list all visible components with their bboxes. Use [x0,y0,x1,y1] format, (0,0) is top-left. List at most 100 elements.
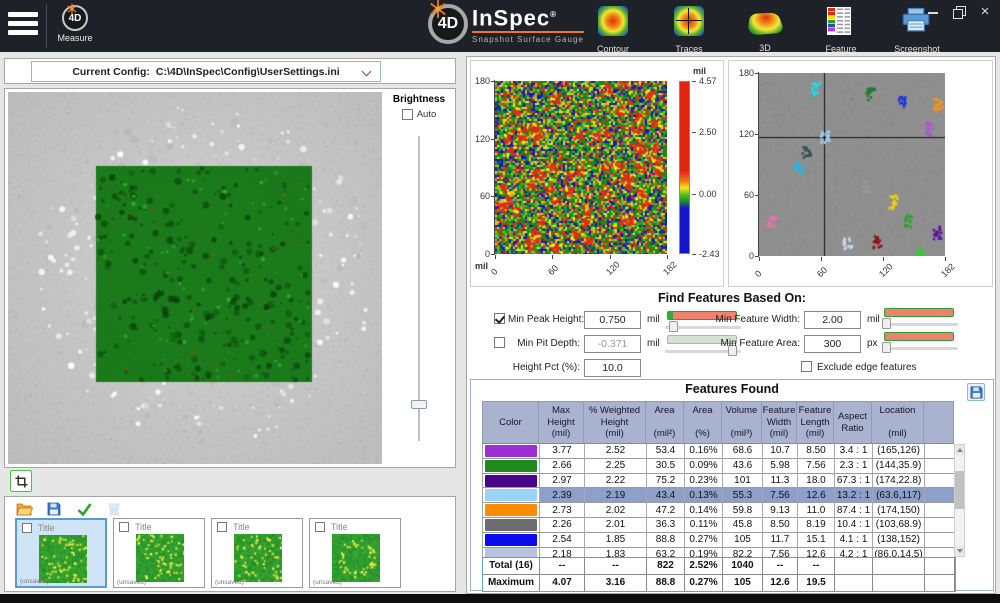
min-feature-area-slider[interactable] [882,347,958,350]
scrollbar-thumb[interactable] [955,471,964,509]
measurement-card-3[interactable]: Title(unsaved) [211,518,303,588]
table-cell: 2.54 [540,533,585,548]
table-row-8[interactable]: 2.181.8363.20.19%82.27.5612.64.2 : 1(86.… [483,548,956,557]
auto-brightness-checkbox[interactable] [402,109,413,120]
min-feature-width-slider-thumb[interactable] [882,318,891,329]
brightness-slider[interactable] [418,136,420,441]
table-cell: 2.26 [540,518,585,533]
brightness-title: Brightness [387,94,451,105]
table-row-2[interactable]: 2.662.2530.50.09%43.65.987.562.3 : 1(144… [483,459,956,474]
min-pit-depth-slider[interactable] [665,350,741,353]
table-cell: 2.52 [585,444,647,459]
x-tick-mark [821,257,822,261]
maximum-row: Maximum4.073.1688.80.27%10512.619.5 [483,575,955,592]
table-cell-empty [925,533,955,548]
table-row-5[interactable]: 2.732.0247.20.14%59.89.1311.087.4 : 1(17… [483,503,956,518]
table-cell: 2.39 [540,488,585,503]
open-folder-icon [16,502,33,516]
height-pct-label: Height Pct (%): [508,362,580,373]
feature-color-cell [483,444,540,459]
min-feature-width-slider[interactable] [882,323,958,326]
scroll-down-arrow[interactable] [955,546,964,556]
table-cell [873,558,925,575]
feature-color-cell [483,503,540,518]
min-peak-height-slider[interactable] [665,326,741,329]
table-cell: 2.01 [585,518,647,533]
min-pit-depth-label: Min Pit Depth: [508,338,580,349]
y-tick-label: 60 [470,191,490,201]
min-peak-height-input[interactable]: 0.750 [584,311,641,329]
auto-brightness-label: Auto [417,109,437,120]
exclude-edge-checkbox[interactable] [801,361,812,372]
card-status: (unsaved) [117,579,146,586]
min-peak-height-slider-thumb[interactable] [669,321,678,332]
tool-feature[interactable]: Feature [810,6,872,54]
accept-button[interactable] [75,501,93,517]
table-cell: (138,152) [873,533,925,548]
table-row-6[interactable]: 2.262.0136.30.11%45.88.508.1910.4 : 1(10… [483,518,956,533]
card-title-checkbox[interactable] [217,522,227,532]
table-cell: 55.3 [723,488,763,503]
table-cell: 0.16% [685,444,723,459]
save-results-button[interactable] [967,383,985,401]
config-dropdown[interactable]: Current Config: C:\4D\InSpec\Config\User… [31,61,381,82]
table-cell: 2.18 [540,548,585,557]
table-row-4[interactable]: 2.392.1943.40.13%55.37.5612.613.2 : 1(63… [483,488,956,503]
trash-icon [108,502,120,516]
min-feature-width-input[interactable]: 2.00 [804,311,861,329]
close-button[interactable]: × [976,3,994,21]
table-row-7[interactable]: 2.541.8588.80.27%10511.715.14.1 : 1(138,… [483,533,956,548]
card-title-checkbox[interactable] [119,522,129,532]
measurement-card-2[interactable]: Title(unsaved) [113,518,205,588]
measure-logo[interactable]: 4D Measure [52,5,98,43]
window-bottom-edge [0,594,1000,603]
measurement-card-1[interactable]: Title(unsaved) [15,518,107,588]
delete-button[interactable] [105,501,123,517]
colorbar-tick-label: 0.00 [699,189,717,199]
save-measurement-button[interactable] [45,501,63,517]
table-cell [835,575,873,592]
feature-color-swatch [485,519,537,531]
colorbar-tick-label: 4.57 [699,76,717,86]
table-cell: 7.56 [763,488,798,503]
x-tick-label: 60 [546,263,560,277]
table-scrollbar[interactable] [954,444,965,557]
tool-3d[interactable]: 3D [734,6,796,54]
restore-button[interactable] [950,3,968,21]
measurement-card-4[interactable]: Title(unsaved) [309,518,401,588]
brightness-slider-thumb[interactable] [411,400,427,409]
table-cell-empty [925,459,955,474]
card-title-checkbox[interactable] [315,522,325,532]
minimize-button[interactable] [924,3,942,21]
config-strip: Current Config: C:\4D\InSpec\Config\User… [4,58,456,84]
hamburger-menu-icon[interactable] [8,10,40,40]
card-title-checkbox[interactable] [22,523,32,533]
min-feature-area-unit: px [867,338,878,349]
min-feature-area-slider-thumb[interactable] [882,342,891,353]
table-cell: 88.8 [647,575,685,592]
table-cell: 10.7 [763,444,798,459]
tool-label: Feature [810,44,872,54]
table-cell: 0.14% [685,503,723,518]
min-peak-height-unit: mil [647,314,660,325]
tool-contour[interactable]: Contour [582,6,644,54]
table-row-3[interactable]: 2.972.2275.20.23%10111.318.067.3 : 1(174… [483,474,956,489]
height-pct-input[interactable]: 10.0 [584,359,641,377]
column-header-empty [924,401,954,444]
table-row-1[interactable]: 3.772.5253.40.16%68.610.78.503.4 : 1(165… [483,444,956,459]
feature-color-swatch [485,534,537,546]
min-pit-depth-checkbox[interactable] [494,337,505,348]
tool-traces[interactable]: Traces [658,6,720,54]
measure-label: Measure [52,33,98,43]
scroll-up-arrow[interactable] [955,445,964,455]
min-feature-area-input[interactable]: 300 [804,335,861,353]
crop-button[interactable] [10,470,32,492]
min-peak-height-checkbox[interactable] [494,313,505,324]
table-cell: 8.50 [763,518,798,533]
table-cell [835,558,873,575]
min-peak-height-label: Min Peak Height: [508,314,580,325]
divider [46,4,47,48]
open-folder-button[interactable] [15,501,33,517]
table-cell: 19.5 [798,575,835,592]
min-pit-depth-input[interactable]: -0.371 [584,335,641,353]
